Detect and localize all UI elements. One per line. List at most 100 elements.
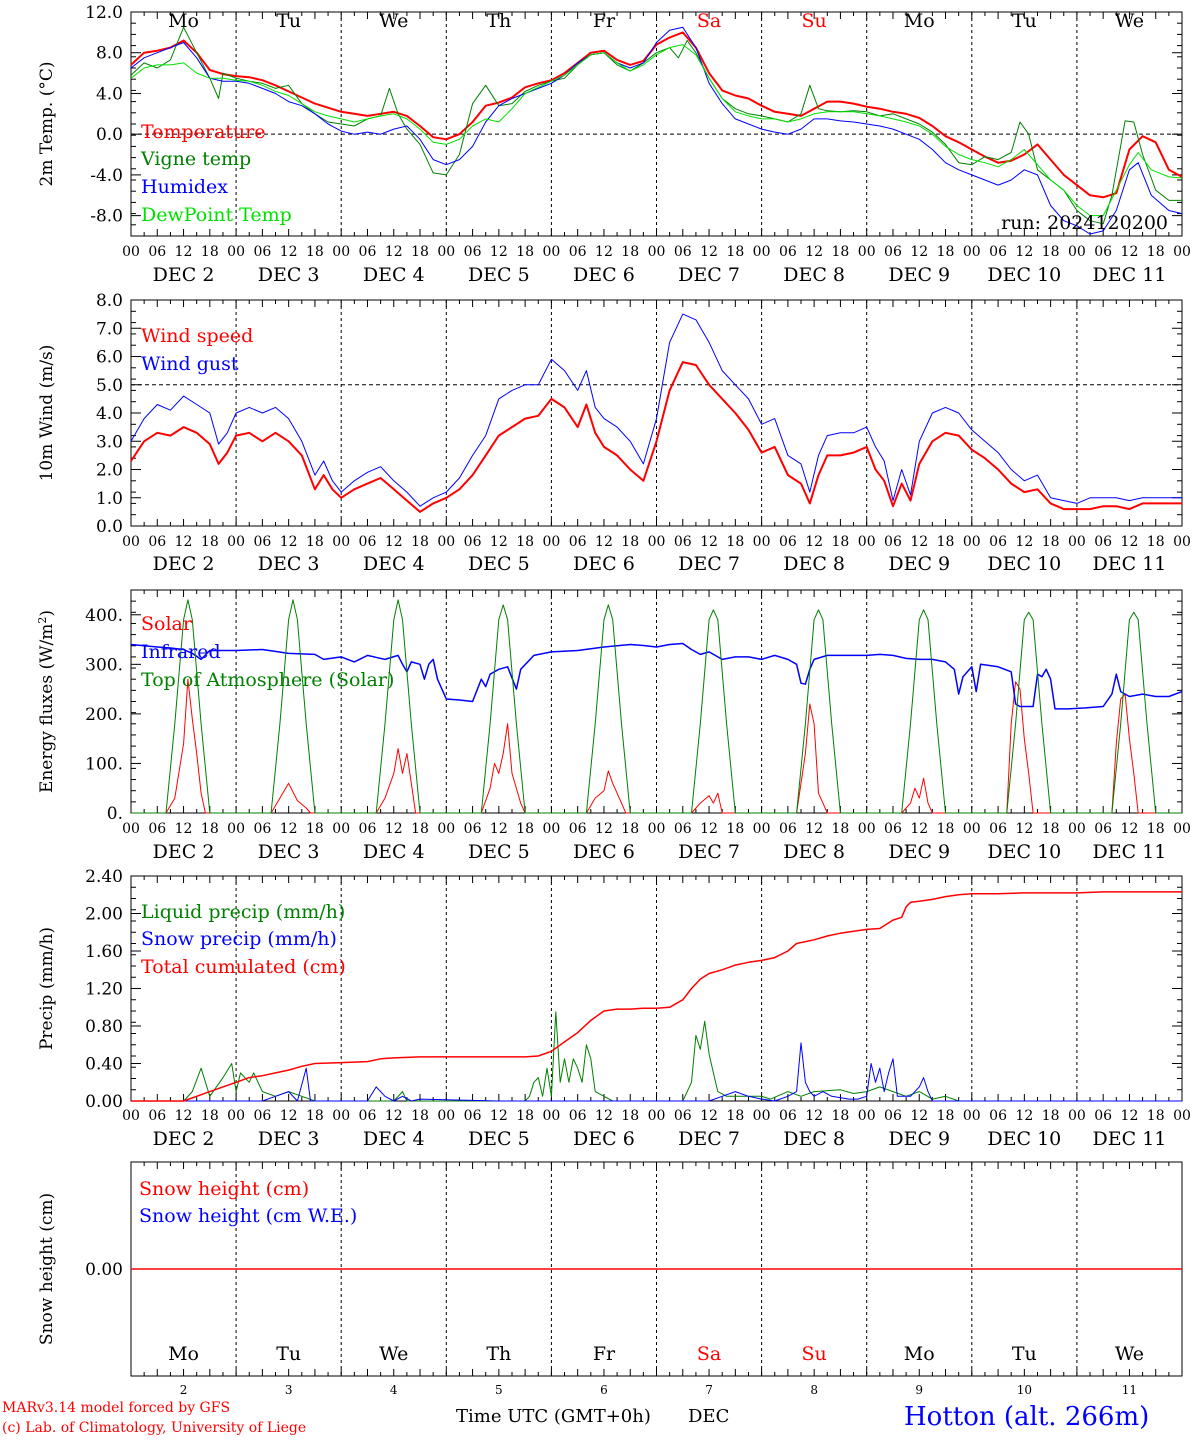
legend-entry: Infrared: [141, 641, 221, 663]
hour-label: 18: [621, 244, 639, 260]
hour-label: 06: [884, 821, 902, 837]
day-of-week-label: We: [1115, 10, 1144, 32]
hour-label: 06: [569, 244, 587, 260]
date-label: DEC 3: [258, 264, 320, 286]
hour-label: 12: [1121, 534, 1139, 550]
day-number-label: 2: [180, 1383, 188, 1397]
y-tick-label: 8.0: [96, 44, 123, 64]
hour-label: 06: [359, 244, 377, 260]
hour-label: 06: [884, 534, 902, 550]
hour-label: 18: [306, 821, 324, 837]
x-axis-month: DEC: [688, 1406, 730, 1427]
hour-label: 12: [700, 534, 718, 550]
legend-entry: Wind gust: [141, 353, 239, 375]
hour-label: 00: [122, 244, 140, 260]
hour-label: 18: [201, 534, 219, 550]
hour-label: 12: [700, 244, 718, 260]
date-label: DEC 10: [987, 553, 1061, 575]
x-axis-title: Time UTC (GMT+0h): [456, 1406, 651, 1427]
run-label: run: 2024120200: [1001, 212, 1168, 234]
hour-label: 06: [148, 1108, 166, 1124]
hour-label: 00: [332, 1108, 350, 1124]
day-number-label: 9: [915, 1383, 923, 1397]
chart-panel-3: 400. 300. 200. 100. 0. Energy fluxes (W/m2) So…: [36, 589, 1191, 863]
y-tick-label: 8.0: [96, 291, 123, 311]
y-tick-label: 6.0: [96, 348, 123, 368]
hour-label: 12: [805, 821, 823, 837]
hour-label: 18: [726, 534, 744, 550]
hour-label: 18: [832, 821, 850, 837]
chart-panel-2: 8.0 7.0 6.0 5.0 4.0 3.0 2.0 1.0 0.0 10m Wind (m/s…: [37, 291, 1191, 575]
day-of-week-label: We: [379, 10, 408, 32]
hour-label: 00: [648, 1108, 666, 1124]
date-label: DEC 11: [1093, 553, 1167, 575]
day-number-label: 8: [810, 1383, 818, 1397]
y-tick-label: 0.0: [96, 517, 123, 537]
series-snow-precip-mm-h: [131, 1042, 1182, 1102]
hour-label: 00: [858, 244, 876, 260]
hour-label: 06: [674, 534, 692, 550]
y-tick-label: 0.00: [85, 1260, 123, 1280]
hour-label: 00: [1173, 821, 1191, 837]
hour-label: 12: [280, 1108, 298, 1124]
date-label: DEC 8: [783, 1128, 845, 1150]
hour-label: 18: [621, 534, 639, 550]
hour-label: 18: [832, 1108, 850, 1124]
hour-label: 18: [726, 821, 744, 837]
hour-label: 12: [1015, 534, 1033, 550]
y-axis-label: Precip (mm/h): [37, 927, 57, 1050]
hour-label: 12: [805, 244, 823, 260]
hour-label: 12: [175, 1108, 193, 1124]
hour-label: 12: [805, 1108, 823, 1124]
hour-label: 12: [175, 534, 193, 550]
hour-label: 06: [569, 1108, 587, 1124]
y-tick-label: -8.0: [90, 207, 123, 227]
day-of-week-label: Tu: [276, 1343, 301, 1365]
hour-label: 06: [779, 1108, 797, 1124]
hour-label: 00: [437, 1108, 455, 1124]
hour-label: 00: [963, 534, 981, 550]
date-label: DEC 2: [153, 264, 215, 286]
hour-label: 00: [437, 534, 455, 550]
day-of-week-label: We: [379, 1343, 408, 1365]
hour-label: 18: [516, 244, 534, 260]
date-label: DEC 2: [153, 841, 215, 863]
hour-label: 12: [1121, 244, 1139, 260]
hour-label: 00: [332, 534, 350, 550]
hour-label: 00: [227, 1108, 245, 1124]
hour-label: 06: [253, 534, 271, 550]
day-of-week-label: Tu: [1012, 10, 1037, 32]
hour-label: 06: [464, 244, 482, 260]
day-of-week-label: Th: [486, 1343, 511, 1365]
chart-panel-1: 12.0 8.0 4.0 0.0 -4.0 -8.0 2m Temp. (°C) Temper…: [37, 3, 1191, 286]
hour-label: 06: [569, 821, 587, 837]
date-label: DEC 11: [1093, 841, 1167, 863]
date-label: DEC 10: [987, 841, 1061, 863]
hour-label: 06: [779, 821, 797, 837]
hour-label: 12: [595, 534, 613, 550]
legend-entry: Vigne temp: [140, 148, 251, 170]
hour-label: 12: [805, 534, 823, 550]
y-tick-label: 0.0: [96, 125, 123, 145]
hour-label: 06: [989, 534, 1007, 550]
y-tick-label: 2.00: [85, 905, 123, 925]
series-solar: [131, 678, 1182, 814]
hour-label: 06: [884, 244, 902, 260]
legend-entry: Total cumulated (cm): [141, 956, 346, 978]
day-of-week-label: Tu: [1012, 1343, 1037, 1365]
y-tick-label: 200.: [85, 705, 123, 725]
y-tick-label: 12.0: [85, 3, 123, 23]
hour-label: 12: [490, 534, 508, 550]
date-label: DEC 11: [1093, 264, 1167, 286]
legend-entry: Liquid precip (mm/h): [141, 901, 345, 923]
legend-entry: Top of Atmosphere (Solar): [141, 669, 394, 691]
hour-label: 00: [963, 1108, 981, 1124]
y-tick-label: -4.0: [90, 166, 123, 186]
hour-label: 00: [648, 821, 666, 837]
day-of-week-label: Sa: [697, 1343, 721, 1365]
hour-label: 12: [385, 1108, 403, 1124]
series-wind-speed: [130, 361, 1182, 513]
y-tick-label: 7.0: [96, 319, 123, 339]
hour-label: 12: [385, 244, 403, 260]
y-tick-label: 1.60: [85, 942, 123, 962]
